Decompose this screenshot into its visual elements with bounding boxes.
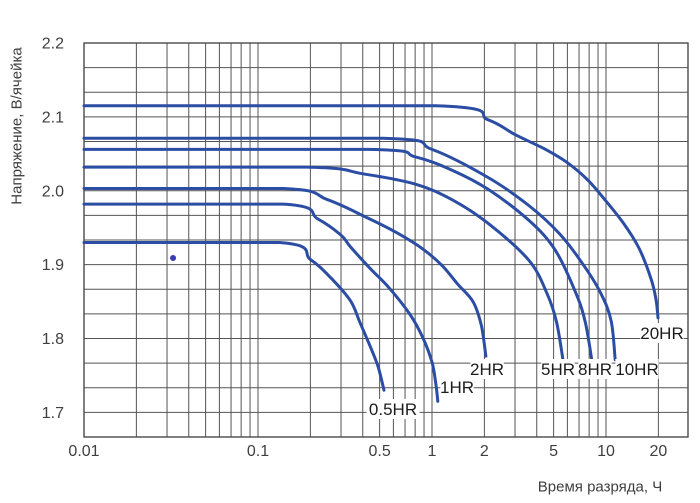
curve-label-bg-8HR — [578, 359, 612, 379]
curve-20HR — [82, 104, 660, 320]
y-tick-label-1.8: 1.8 — [42, 331, 64, 348]
x-tick-label-0.5: 0.5 — [368, 443, 390, 460]
y-axis-title: Напряжение, В/ячейка — [8, 47, 26, 205]
curve-0.5HR — [82, 241, 386, 392]
curve-label-20HR: 20HR — [640, 324, 683, 343]
curve-label-bg-2HR — [470, 359, 504, 379]
x-tick-label-2: 2 — [480, 443, 489, 460]
curve-label-bg-10HR — [615, 359, 659, 379]
stray-dot — [170, 254, 177, 261]
x-tick-label-20: 20 — [649, 443, 667, 460]
y-tick-label-2.0: 2.0 — [42, 183, 64, 200]
curve-label-bg-1HR — [440, 377, 474, 397]
plot-border — [83, 42, 689, 438]
x-tick-label-1: 1 — [428, 443, 437, 460]
curve-label-5HR: 5HR — [541, 360, 575, 379]
y-tick-label-1.9: 1.9 — [42, 257, 64, 274]
curve-label-2HR: 2HR — [470, 360, 504, 379]
x-tick-label-10: 10 — [597, 443, 615, 460]
curve-label-bg-0.5HR — [366, 399, 420, 419]
curve-label-bg-20HR — [640, 323, 684, 343]
y-tick-label-2.2: 2.2 — [42, 36, 64, 53]
curve-5HR — [82, 165, 565, 362]
x-axis-title: Время разряда, Ч — [537, 478, 663, 496]
curve-2HR — [82, 187, 488, 358]
curve-label-10HR: 10HR — [615, 360, 658, 379]
curve-8HR — [82, 147, 594, 363]
y-tick-label-2.1: 2.1 — [42, 109, 64, 126]
curve-label-1HR: 1HR — [440, 378, 474, 397]
curve-1HR — [82, 202, 440, 403]
y-tick-label-1.7: 1.7 — [42, 405, 64, 422]
curve-label-bg-5HR — [541, 359, 575, 379]
curve-10HR — [82, 136, 617, 362]
x-tick-label-5: 5 — [549, 443, 558, 460]
x-tick-label-0.01: 0.01 — [68, 443, 99, 460]
curve-label-0.5HR: 0.5HR — [369, 400, 417, 419]
x-tick-label-0.1: 0.1 — [247, 443, 269, 460]
curve-label-8HR: 8HR — [578, 360, 612, 379]
